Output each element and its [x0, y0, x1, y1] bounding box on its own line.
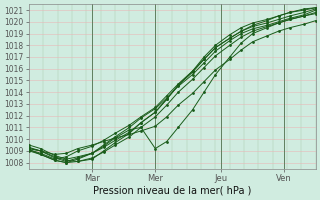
- X-axis label: Pression niveau de la mer( hPa ): Pression niveau de la mer( hPa ): [93, 186, 252, 196]
